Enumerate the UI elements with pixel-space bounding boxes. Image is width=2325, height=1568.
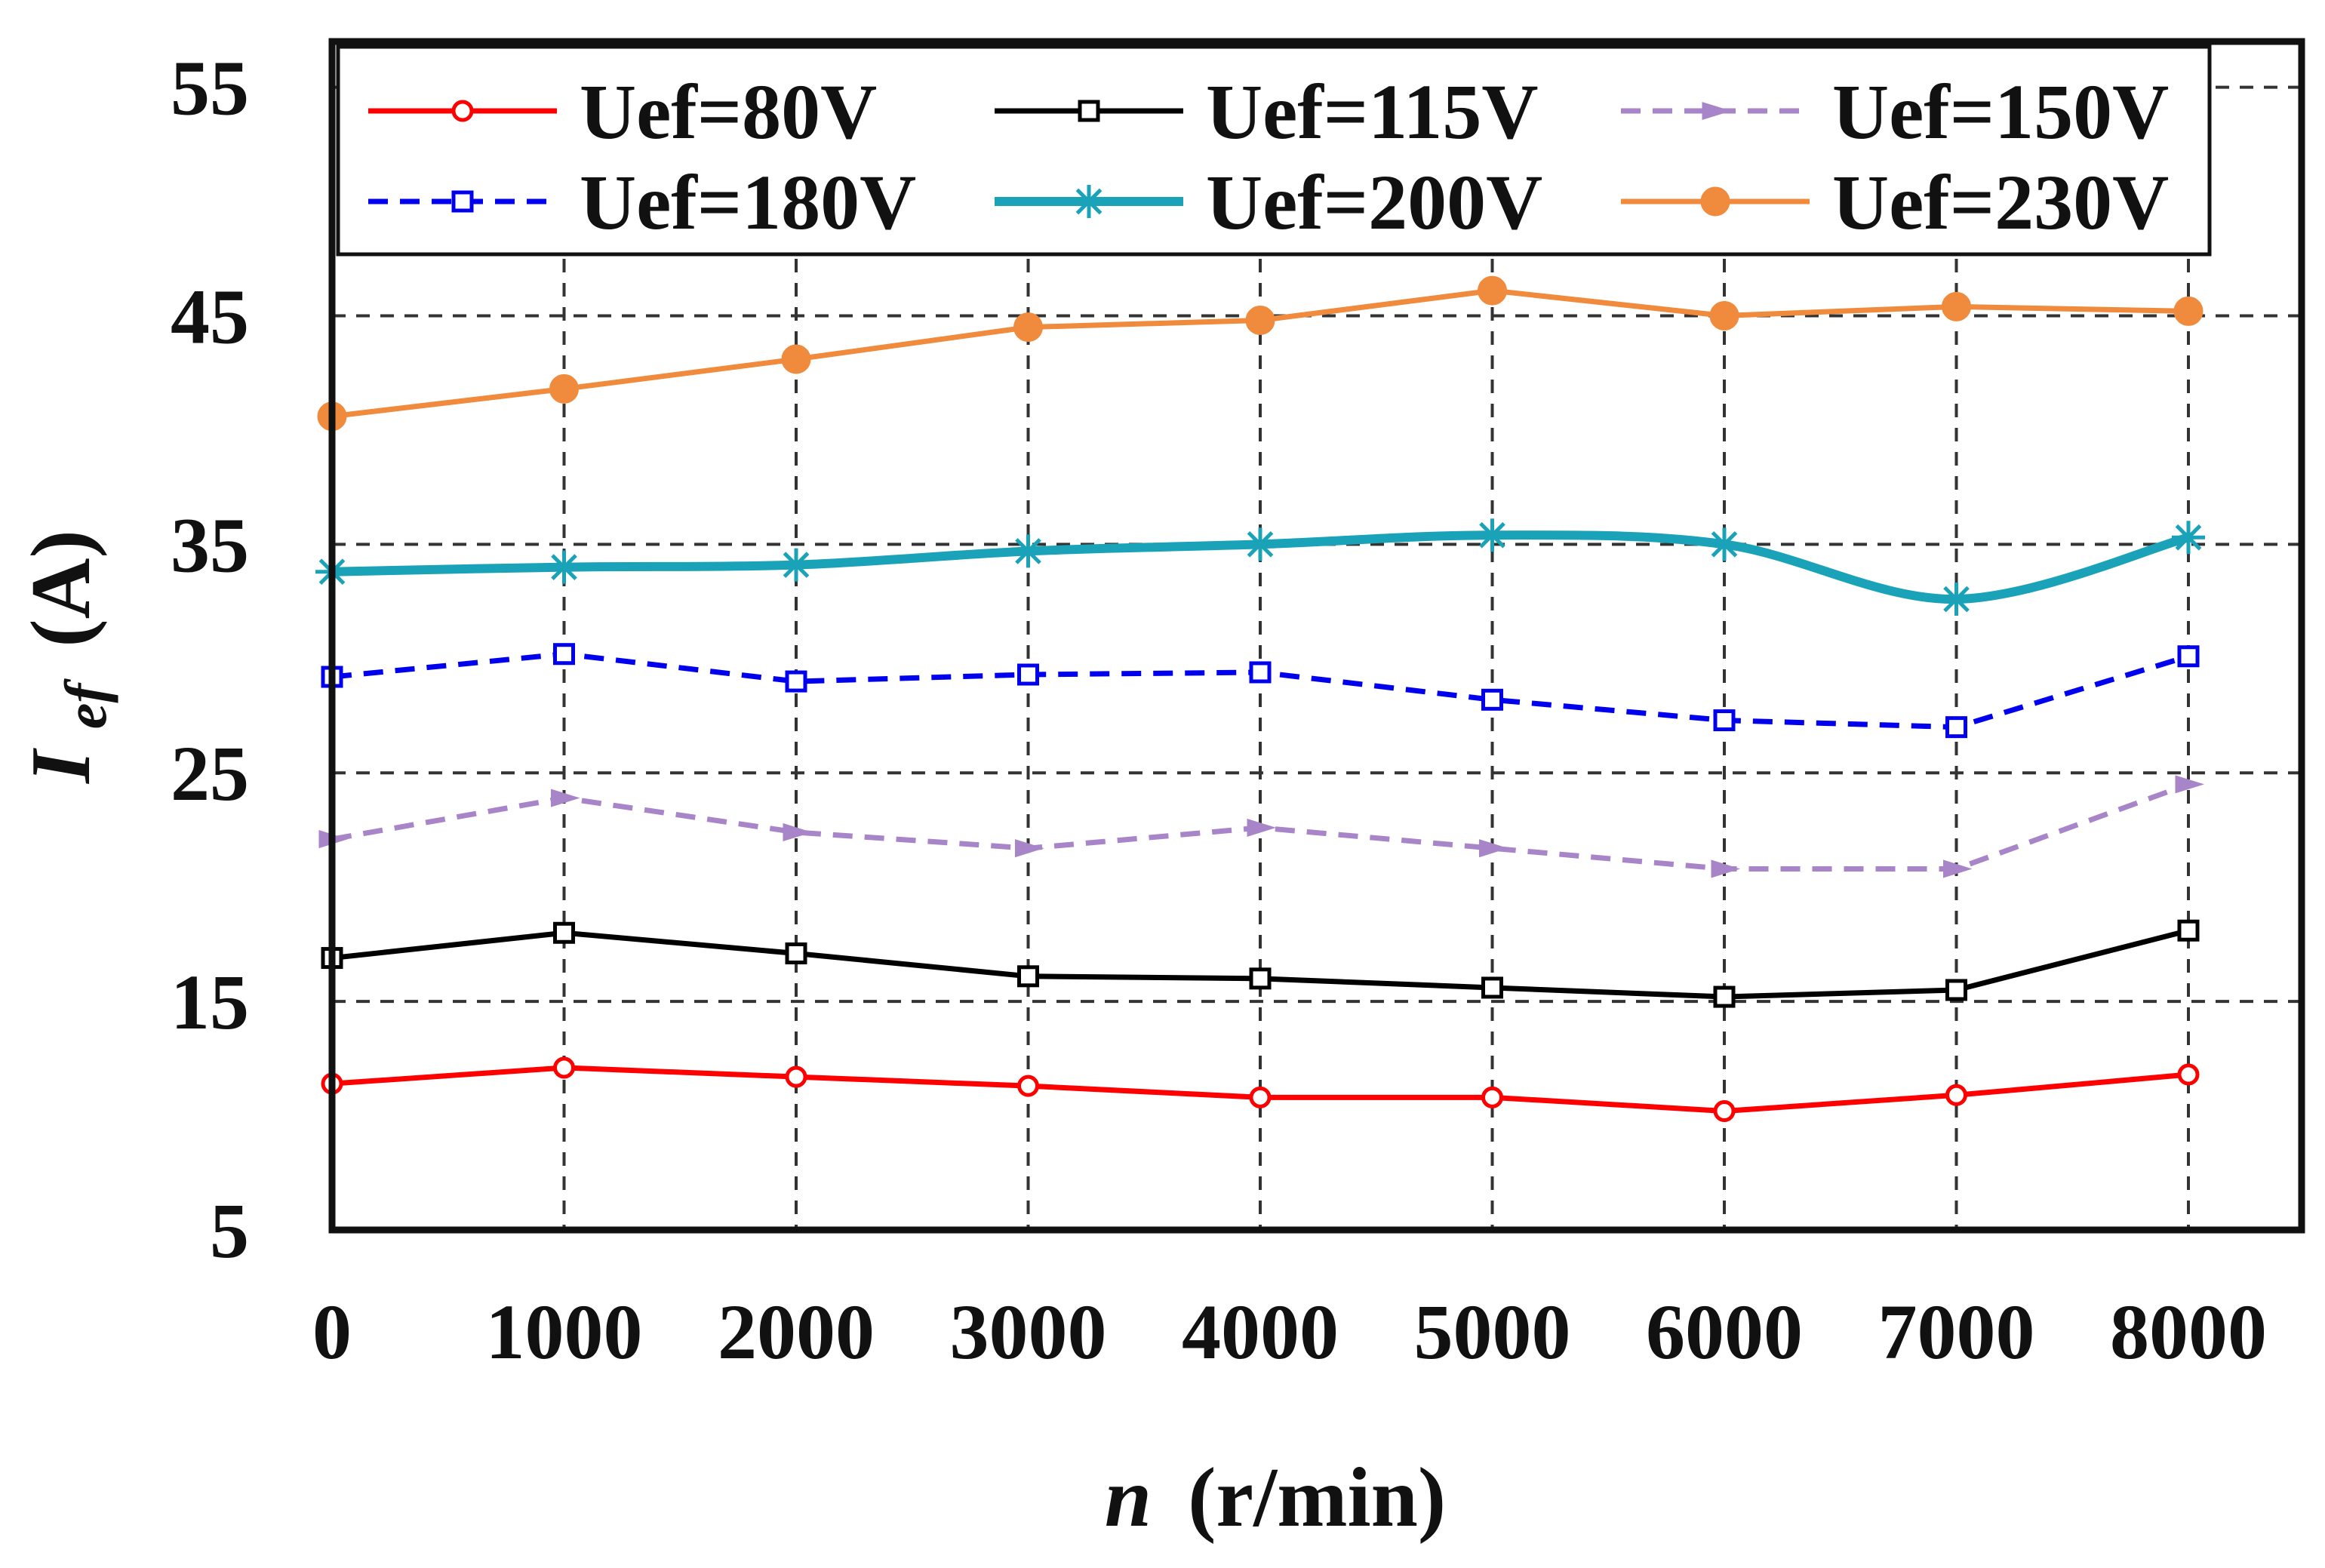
legend-box — [336, 45, 2212, 257]
series-uef-150v — [318, 775, 2205, 878]
data-point — [2172, 521, 2205, 555]
data-point — [451, 100, 474, 122]
data-point — [551, 789, 580, 807]
legend-label: Uef=180V — [580, 159, 916, 246]
data-point — [549, 374, 579, 404]
data-point — [2177, 919, 2200, 942]
plot-frame — [328, 38, 2305, 1234]
legend: Uef=80V Uef=115V Uef=150V Uef=180V Uef=200V U… — [336, 45, 2212, 257]
data-point — [1943, 859, 1973, 878]
data-point — [785, 942, 807, 965]
data-point — [553, 643, 575, 666]
data-point — [1709, 300, 1739, 331]
data-point — [1700, 186, 1730, 217]
x-tick-label: 8000 — [2110, 1289, 2267, 1376]
data-point — [2173, 296, 2204, 326]
data-point — [1481, 688, 1503, 711]
data-point — [1713, 709, 1736, 732]
legend-entry: Uef=200V — [995, 159, 1542, 246]
data-point — [785, 1065, 807, 1088]
data-point — [553, 1056, 575, 1079]
x-tick-label: 3000 — [950, 1289, 1107, 1376]
data-point — [1945, 979, 1967, 1001]
legend-entry: Uef=115V — [995, 69, 1539, 155]
data-point — [1939, 583, 1973, 616]
series-uef-200v — [315, 518, 2205, 616]
data-point — [1244, 527, 1277, 561]
x-tick-label: 6000 — [1646, 1289, 1803, 1376]
data-point — [1475, 518, 1509, 552]
data-point — [1072, 185, 1106, 218]
y-tick-label: 25 — [171, 730, 249, 817]
data-point — [1481, 976, 1503, 999]
y-axis-variable: I — [14, 748, 108, 785]
legend-label: Uef=115V — [1206, 69, 1539, 155]
data-point — [1945, 716, 1967, 739]
data-point — [1015, 839, 1044, 858]
data-point — [1713, 985, 1736, 1008]
data-point — [783, 822, 813, 842]
data-point — [785, 670, 807, 693]
legend-label: Uef=80V — [580, 69, 877, 155]
y-axis-subscript: ef — [53, 678, 118, 730]
data-point — [547, 550, 581, 584]
data-point — [1711, 859, 1741, 878]
data-point — [780, 548, 813, 582]
data-point — [1249, 967, 1272, 990]
data-point — [2177, 1063, 2200, 1086]
data-point — [1013, 312, 1043, 343]
legend-label: Uef=150V — [1832, 69, 2169, 155]
data-point — [1078, 100, 1100, 122]
data-point — [1249, 661, 1272, 684]
series-uef-180v — [321, 643, 2200, 739]
legend-entry: Uef=150V — [1621, 69, 2169, 155]
series-uef-80v — [321, 1056, 2200, 1122]
data-point — [2175, 775, 2205, 794]
legend-entry: Uef=80V — [368, 69, 877, 155]
x-tick-label: 5000 — [1414, 1289, 1571, 1376]
legend-label: Uef=200V — [1206, 159, 1542, 246]
data-point — [1249, 1086, 1272, 1108]
data-point — [1017, 965, 1039, 988]
x-tick-label: 0 — [312, 1289, 352, 1376]
legend-entry: Uef=230V — [1621, 159, 2169, 246]
data-point — [553, 921, 575, 944]
y-tick-label: 15 — [171, 959, 249, 1046]
y-tick-label: 35 — [171, 502, 249, 589]
y-tick-label: 5 — [210, 1188, 249, 1274]
data-point — [1481, 1086, 1503, 1108]
data-point — [1247, 818, 1277, 837]
data-point — [451, 190, 474, 213]
data-point — [1011, 534, 1045, 568]
y-tick-labels: 5 15 25 35 45 55 — [171, 45, 249, 1274]
y-tick-label: 45 — [171, 273, 249, 360]
x-axis-variable: n — [1105, 1451, 1152, 1545]
legend-entry: Uef=180V — [368, 159, 916, 246]
data-point — [1017, 1075, 1039, 1097]
y-tick-label: 55 — [171, 45, 249, 132]
data-point — [1942, 291, 1971, 321]
data-point — [1245, 306, 1275, 336]
x-tick-label: 7000 — [1878, 1289, 2035, 1376]
legend-label: Uef=230V — [1832, 159, 2169, 246]
data-point — [1708, 527, 1741, 561]
x-tick-label: 4000 — [1182, 1289, 1339, 1376]
data-point — [1478, 275, 1507, 306]
y-axis-title: I ef (A) — [14, 530, 125, 785]
data-point — [1713, 1100, 1736, 1122]
x-tick-labels: 0 1000 2000 3000 4000 5000 6000 7000 8000 — [312, 1289, 2267, 1376]
x-tick-label: 1000 — [486, 1289, 643, 1376]
data-point — [1702, 101, 1732, 121]
x-axis-unit: (r/min) — [1188, 1451, 1446, 1545]
y-axis-unit: (A) — [14, 530, 108, 647]
data-point — [781, 344, 811, 374]
data-point — [1945, 1084, 1967, 1106]
x-tick-label: 2000 — [718, 1289, 875, 1376]
data-point — [1479, 839, 1508, 858]
data-point — [2177, 645, 2200, 668]
x-axis-title: n (r/min) — [1105, 1451, 1446, 1545]
data-point — [1017, 663, 1039, 686]
